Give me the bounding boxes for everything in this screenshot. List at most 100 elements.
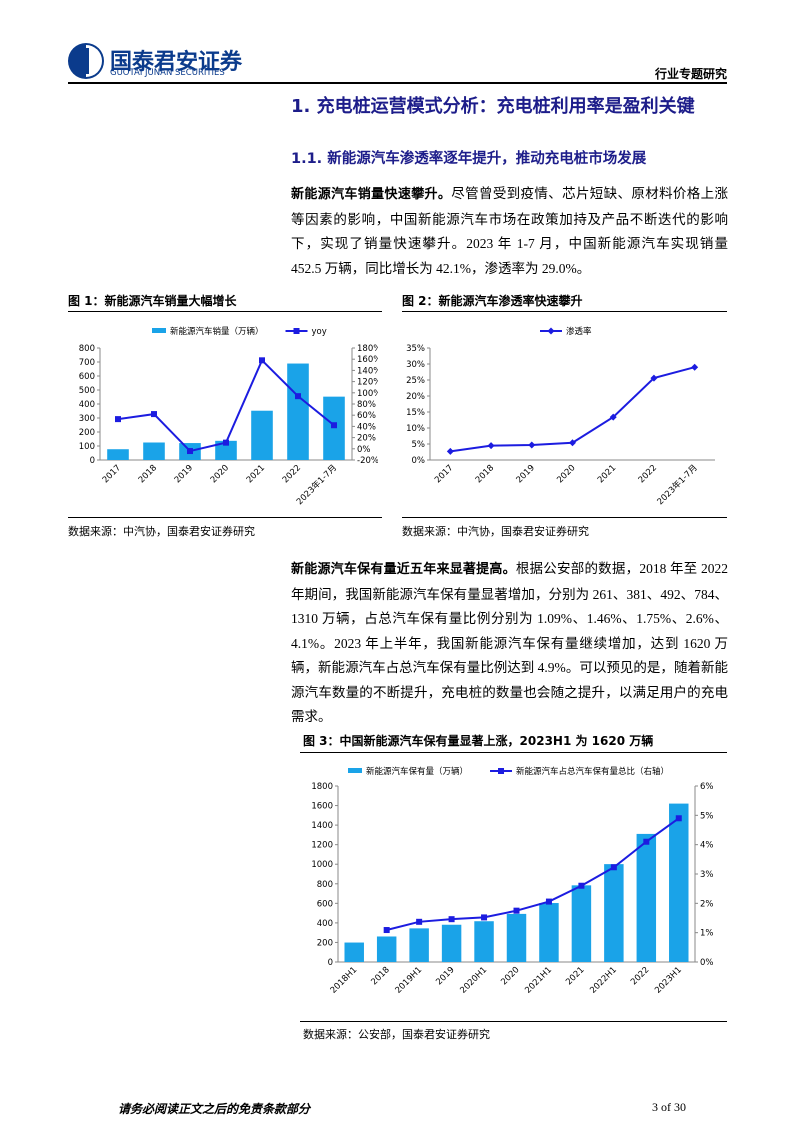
y-tick-label: 1600 <box>311 802 333 812</box>
y-tick-label: 25% <box>406 376 425 386</box>
bar <box>571 885 592 962</box>
y-tick-label: 300 <box>79 414 95 424</box>
point <box>446 447 454 455</box>
bar <box>539 903 559 962</box>
y-tick-label: 5% <box>700 811 714 821</box>
x-tick-label: 2020 <box>499 965 521 987</box>
y-tick-label: 0% <box>357 445 371 455</box>
y-tick-label: 80% <box>357 400 376 410</box>
x-tick-label: 2019 <box>173 463 195 485</box>
point <box>295 393 301 400</box>
bar <box>323 396 345 460</box>
legend-label: 新能源汽车保有量（万辆） <box>366 766 468 777</box>
y-tick-label: 800 <box>317 880 333 890</box>
legend-label: 新能源汽车销量（万辆） <box>170 326 264 337</box>
x-tick-label: 2022H1 <box>588 965 619 996</box>
point <box>498 768 505 774</box>
point <box>643 838 650 845</box>
y-tick-label: 20% <box>357 434 376 444</box>
report-type: 行业专题研究 <box>654 67 727 81</box>
header-rule <box>68 82 727 84</box>
y-tick-label: 4% <box>700 841 714 851</box>
point <box>609 413 617 421</box>
bar <box>287 363 309 460</box>
x-tick-label: 2022 <box>281 463 303 485</box>
bar <box>143 442 165 460</box>
y-tick-label: 0% <box>412 456 426 466</box>
y-tick-label: 140% <box>357 366 378 376</box>
company-en: GUOTAI JUNAN SECURITIES <box>110 68 225 78</box>
source: 数据来源：中汽协，国泰君安证券研究 <box>68 526 255 538</box>
y-tick-label: 700 <box>79 358 95 368</box>
y-tick-label: 120% <box>357 378 378 388</box>
line <box>386 817 680 931</box>
legend-swatch <box>348 768 362 773</box>
lead: 新能源汽车销量快速攀升。 <box>291 187 452 202</box>
y-tick-label: 10% <box>406 424 425 434</box>
y-tick-label: 100% <box>357 389 378 399</box>
chart: 0 100 200 300 400 500 600 700 800 -20%0%20% 40%60%… <box>79 326 378 507</box>
heading: 1. 充电桩运营模式分析：充电桩利用率是盈利关键 <box>291 96 695 117</box>
x-tick-label: 2020H1 <box>458 965 489 996</box>
legend-label: 新能源汽车占总汽车保有量总比（右轴） <box>516 766 669 777</box>
point <box>569 439 576 447</box>
lead: 新能源汽车保有量近五年来显著提高。 <box>291 562 516 577</box>
bar <box>107 449 129 460</box>
x-tick-label: 2020 <box>209 463 231 485</box>
y-tick-label: -20% <box>357 456 378 466</box>
x-tick-label: 2023H1 <box>653 965 684 996</box>
y-tick-label: 6% <box>700 782 714 792</box>
x-tick-label: 2021 <box>564 965 586 987</box>
y-tick-label: 200 <box>317 938 333 948</box>
y-tick-label: 0% <box>700 958 714 968</box>
point <box>481 914 488 921</box>
x-tick-label: 2019 <box>515 463 537 485</box>
chart: 0 200 400 600 800 1000 1200 1400 1600 1800 0% 1% 2% 3… <box>311 766 714 996</box>
legend-label: yoy <box>312 327 327 337</box>
bar <box>376 936 397 962</box>
point <box>223 439 229 446</box>
bar <box>251 410 273 460</box>
y-tick-label: 1% <box>700 929 714 939</box>
caption: 图 3：中国新能源汽车保有量显著上涨，2023H1 为 1620 万辆 <box>303 734 654 748</box>
x-tick-label: 2018 <box>474 463 496 485</box>
point <box>115 416 121 423</box>
point <box>151 411 157 418</box>
logo <box>68 43 104 79</box>
heading: 1.1. 新能源汽车渗透率逐年提升，推动充电桩市场发展 <box>291 151 647 167</box>
y-tick-label: 1800 <box>311 782 333 792</box>
y-tick-label: 1200 <box>311 841 333 851</box>
x-tick-label: 2020 <box>555 463 577 485</box>
x-tick-label: 2018 <box>369 965 391 987</box>
point <box>578 882 585 889</box>
x-tick-label: 2022 <box>637 463 659 485</box>
source: 数据来源：中汽协，国泰君安证券研究 <box>402 526 589 538</box>
point <box>675 815 682 822</box>
point <box>691 363 699 371</box>
point <box>528 441 536 449</box>
bar <box>636 833 657 962</box>
y-tick-label: 160% <box>357 355 378 365</box>
y-tick-label: 100 <box>79 442 95 452</box>
bar <box>215 440 237 460</box>
caption: 图 1：新能源汽车销量大幅增长 <box>68 294 237 308</box>
point <box>610 864 617 871</box>
bar <box>441 924 462 962</box>
x-tick-label: 2017 <box>433 463 455 485</box>
x-tick-label: 2018 <box>137 463 159 485</box>
y-tick-label: 5% <box>412 440 426 450</box>
bar <box>474 921 494 962</box>
y-tick-label: 1000 <box>311 860 333 870</box>
y-tick-label: 2% <box>700 899 714 909</box>
y-tick-label: 1400 <box>311 821 333 831</box>
y-tick-label: 800 <box>79 344 95 354</box>
y-tick-label: 0 <box>90 456 95 466</box>
point <box>650 374 658 382</box>
rule <box>68 517 382 518</box>
disclaimer: 请务必阅读正文之后的免责条款部分 <box>118 1102 311 1116</box>
y-tick-label: 20% <box>406 392 425 402</box>
paragraph: 新能源汽车销量快速攀升。尽管曾受到疫情、芯片短缺、原材料价格上涨等因素的影响，中… <box>291 182 728 281</box>
page-number: 3 of 30 <box>652 1100 686 1114</box>
rule <box>68 311 382 312</box>
